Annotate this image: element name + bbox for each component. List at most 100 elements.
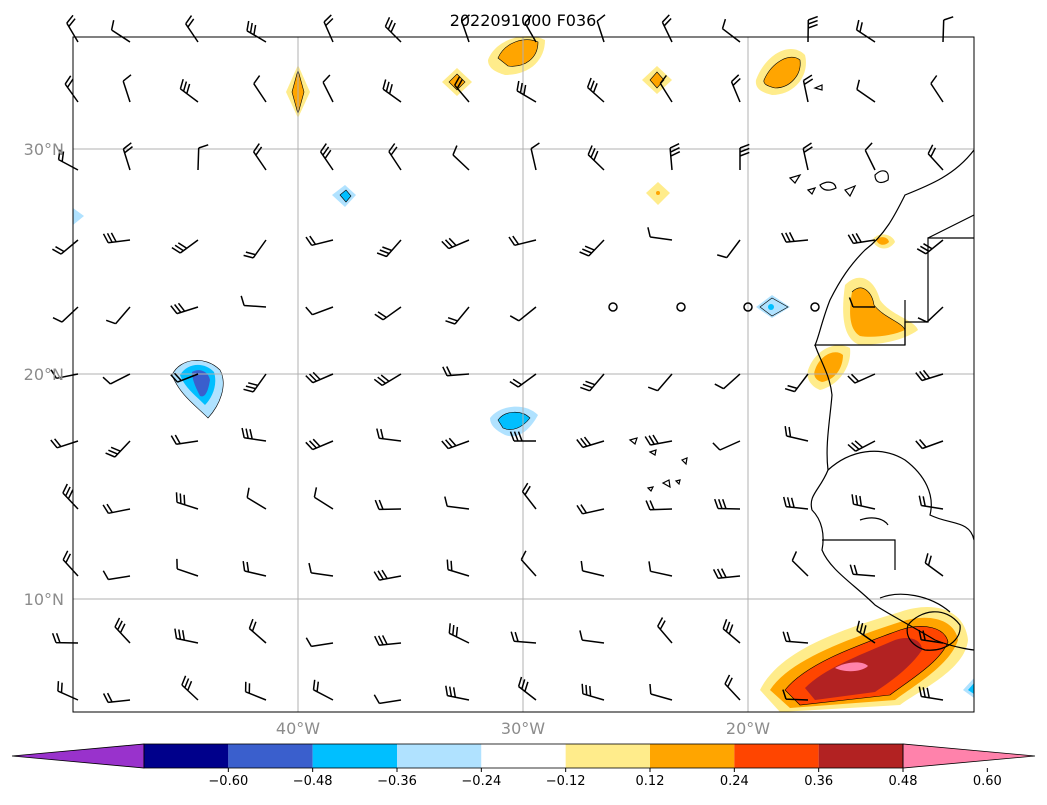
wind-barb — [721, 18, 741, 43]
wind-barb — [446, 559, 470, 577]
wind-barb — [243, 373, 267, 393]
coastlines — [628, 84, 975, 651]
wind-barb — [730, 74, 741, 103]
lon-label: 30°W — [501, 719, 545, 738]
lat-label: 20°N — [24, 365, 64, 384]
wind-barb — [57, 681, 79, 701]
wind-barb — [645, 500, 673, 511]
map-panel — [50, 14, 975, 713]
wind-barb — [374, 635, 402, 646]
wind-barb — [454, 76, 470, 103]
wind-barb — [576, 504, 605, 515]
colorbar-extend-low — [11, 743, 145, 769]
colorbar-tick-label: 0.36 — [804, 774, 833, 789]
wind-barb — [713, 498, 741, 510]
wind-barb — [586, 77, 605, 103]
wind-barb — [508, 235, 537, 247]
wind-barb — [918, 629, 944, 644]
wind-barb — [305, 438, 334, 451]
wind-barb — [802, 74, 814, 103]
lat-labels: 30°N 20°N 10°N — [24, 140, 64, 609]
colorbar-segment — [818, 744, 903, 768]
wind-barb — [105, 306, 131, 325]
wind-barb — [384, 16, 402, 43]
wind-barb — [102, 373, 131, 385]
colorbar-tick-label: 0.48 — [889, 774, 918, 789]
wind-barb — [781, 232, 809, 243]
wind-barb — [241, 427, 267, 442]
calm-markers — [608, 302, 820, 312]
wind-barb — [647, 373, 673, 392]
wind-barb — [102, 570, 131, 581]
colorbar-tick-label: −0.12 — [546, 774, 586, 789]
wind-barb — [176, 558, 199, 577]
colorbar-tick-label: −0.60 — [208, 774, 248, 789]
colorbar-tick-label: −0.36 — [377, 774, 417, 789]
wind-barb — [791, 551, 809, 577]
wind-barb — [243, 239, 267, 259]
wind-barb — [649, 683, 673, 701]
wind-barb — [51, 632, 79, 644]
wind-barb — [530, 142, 540, 171]
colorbar-tick-label: 0.24 — [720, 774, 749, 789]
wind-barb — [807, 15, 818, 43]
wind-barbs — [50, 14, 954, 705]
wind-barb — [52, 239, 79, 255]
wind-barb — [580, 560, 605, 577]
wind-barb — [918, 686, 944, 701]
wind-barb — [782, 631, 809, 644]
wind-barb — [174, 628, 199, 644]
wind-barb — [373, 569, 402, 581]
wind-barb — [517, 676, 537, 701]
wind-barb — [374, 499, 402, 511]
wind-barb — [305, 306, 334, 316]
wind-barb — [579, 630, 605, 644]
wind-barb — [105, 440, 131, 458]
wind-barb — [784, 425, 809, 442]
wind-barb — [313, 487, 334, 510]
wind-barb — [312, 679, 334, 701]
wind-barb — [587, 145, 605, 171]
wind-barb — [915, 439, 944, 450]
wind-barb — [102, 232, 131, 244]
gridlines — [73, 37, 974, 712]
colorbar-segment — [650, 744, 735, 768]
wind-barb — [323, 14, 334, 43]
wind-barb — [246, 20, 267, 43]
wind-barb — [509, 306, 537, 322]
wind-barb — [110, 20, 131, 43]
wind-barb — [930, 75, 944, 103]
wind-barb — [521, 482, 537, 510]
wind-barb — [441, 437, 470, 450]
colorbar-segment — [144, 744, 229, 768]
wind-barb — [102, 503, 131, 515]
colorbar-segment — [228, 744, 313, 768]
colorbar-tick-label: 0.12 — [636, 774, 665, 789]
colorbar-tick-label: 0.60 — [973, 774, 1002, 789]
wind-barb — [848, 297, 876, 308]
wind-barb — [246, 487, 267, 510]
wind-barb — [712, 440, 741, 451]
wind-barb — [580, 373, 605, 392]
wind-barb — [441, 237, 470, 250]
wind-barb — [851, 494, 876, 510]
wind-barb — [576, 436, 605, 449]
wind-barb — [170, 434, 199, 446]
wind-barb — [252, 143, 267, 171]
wind-barb — [373, 373, 402, 387]
wind-barb — [122, 142, 133, 171]
wind-barb — [856, 79, 876, 103]
colorbar-segment — [312, 744, 397, 768]
wind-barb — [305, 371, 334, 384]
colorbar-tick-label: −0.48 — [293, 774, 333, 789]
wind-barb — [644, 434, 673, 446]
colorbar-segment — [734, 744, 819, 768]
wind-barb — [373, 694, 402, 705]
wind-barb — [445, 306, 470, 325]
wind-barb — [782, 496, 809, 510]
wind-barb — [924, 553, 944, 577]
colorbar-labels: −0.60 −0.48 −0.36 −0.24 −0.12 0.12 0.24 0.36 0.4… — [208, 768, 1002, 789]
wind-barb — [784, 373, 809, 393]
wind-barb — [374, 306, 402, 321]
